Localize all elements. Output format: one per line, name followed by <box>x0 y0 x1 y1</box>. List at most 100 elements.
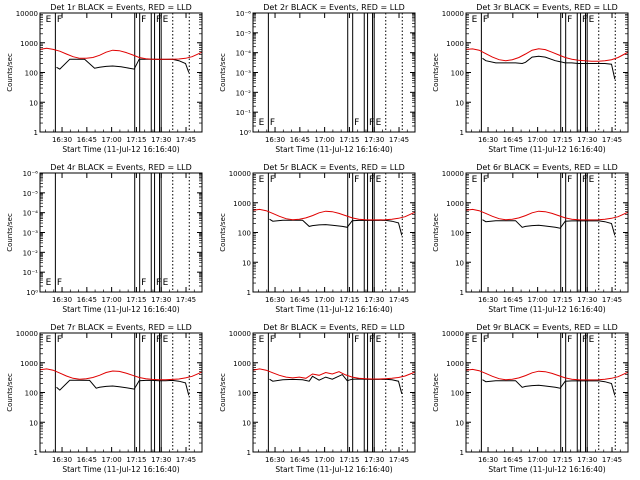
marker-label-f: F <box>270 175 275 185</box>
x-tick-label: 16:45 <box>77 296 97 304</box>
x-tick-label: 17:00 <box>102 296 122 304</box>
series-lld-line <box>465 208 629 221</box>
y-tick-label: 1 <box>247 449 251 457</box>
y-tick-label: 1 <box>460 449 464 457</box>
plot-frame <box>39 332 203 453</box>
series-lld-line <box>465 48 629 62</box>
detector-panel-2: Det 2r BLACK = Events, RED = LLD 10⁻⁶ 10⁻⁵… <box>219 3 416 154</box>
y-tick-label: 10000 <box>442 10 464 18</box>
x-tick-label: 17:30 <box>577 296 597 304</box>
y-tick-label: 10⁻⁴ <box>23 210 39 218</box>
marker-label-e: E <box>46 278 52 288</box>
x-tick-label: 17:45 <box>602 296 622 304</box>
x-tick-label: 17:15 <box>126 456 146 464</box>
marker-label-e: E <box>163 15 169 25</box>
marker-label-f: F <box>483 335 488 345</box>
marker-label-f: F <box>270 335 275 345</box>
marker-label-f: F <box>369 118 374 128</box>
y-tick-label: 10⁻² <box>23 249 39 257</box>
y-tick-label: 10000 <box>229 330 251 338</box>
y-tick-label: 10⁻⁶ <box>236 10 252 18</box>
x-tick-label: 16:30 <box>52 136 72 144</box>
marker-label-f: F <box>57 15 62 25</box>
marker-label-f: F <box>57 335 62 345</box>
series-lld-line <box>465 368 629 381</box>
x-tick-label: 17:30 <box>577 136 597 144</box>
panel-title: Det 7r BLACK = Events, RED = LLD <box>50 323 192 332</box>
x-tick-label: 17:45 <box>389 456 409 464</box>
marker-label-f: F <box>354 175 359 185</box>
detector-panel-4: Det 4r BLACK = Events, RED = LLD 10⁻⁶ 10⁻⁵… <box>6 163 203 314</box>
marker-label-f: F <box>270 118 275 128</box>
marker-label-f: F <box>57 278 62 288</box>
x-tick-label: 16:45 <box>503 296 523 304</box>
panel-title: Det 2r BLACK = Events, RED = LLD <box>263 3 405 12</box>
y-tick-label: 100 <box>25 390 38 398</box>
x-axis-label: Start Time (11-Jul-12 16:16:40) <box>62 145 179 154</box>
y-tick-label: 10 <box>29 99 38 107</box>
y-tick-label: 100 <box>451 230 464 238</box>
series-events-line <box>482 55 616 80</box>
x-axis-label: Start Time (11-Jul-12 16:16:40) <box>275 145 392 154</box>
marker-label-e: E <box>259 175 265 185</box>
y-tick-label: 10⁻² <box>236 89 252 97</box>
series-lld-line <box>252 208 416 221</box>
y-axis-label: Counts/sec <box>219 373 227 412</box>
x-tick-label: 16:30 <box>478 296 498 304</box>
y-tick-label: 100 <box>451 390 464 398</box>
y-tick-label: 10⁻¹ <box>236 109 252 117</box>
x-tick-label: 16:45 <box>77 136 97 144</box>
y-tick-label: 1000 <box>20 40 38 48</box>
marker-label-e: E <box>472 335 478 345</box>
y-tick-label: 10 <box>29 419 38 427</box>
x-tick-label: 16:30 <box>478 136 498 144</box>
marker-label-f: F <box>567 335 572 345</box>
marker-label-e: E <box>46 335 52 345</box>
y-axis-label: Counts/sec <box>6 373 14 412</box>
y-axis-label: Counts/sec <box>432 53 440 92</box>
marker-label-f: F <box>582 15 587 25</box>
y-tick-label: 1000 <box>446 200 464 208</box>
plot-frame <box>252 332 416 453</box>
detector-panel-8: Det 8r BLACK = Events, RED = LLD 10000 100… <box>219 323 416 474</box>
marker-label-f: F <box>156 15 161 25</box>
marker-label-e: E <box>376 335 382 345</box>
marker-label-e: E <box>589 175 595 185</box>
y-tick-label: 10 <box>242 419 251 427</box>
marker-label-f: F <box>369 335 374 345</box>
series-lld-line <box>252 368 416 380</box>
x-tick-label: 16:30 <box>265 296 285 304</box>
detector-panel-6: Det 6r BLACK = Events, RED = LLD 10000 100… <box>432 163 629 314</box>
y-tick-label: 100 <box>238 230 251 238</box>
x-tick-label: 17:45 <box>176 136 196 144</box>
x-axis-label: Start Time (11-Jul-12 16:16:40) <box>62 465 179 474</box>
marker-label-e: E <box>376 175 382 185</box>
marker-label-f: F <box>567 15 572 25</box>
y-tick-label: 1000 <box>446 40 464 48</box>
y-tick-label: 1 <box>460 289 464 297</box>
y-tick-label: 10000 <box>16 10 38 18</box>
x-tick-label: 16:45 <box>503 456 523 464</box>
panel-title: Det 5r BLACK = Events, RED = LLD <box>263 163 405 172</box>
x-tick-label: 17:15 <box>339 136 359 144</box>
marker-label-e: E <box>163 335 169 345</box>
y-tick-label: 10⁻³ <box>236 70 252 78</box>
marker-label-e: E <box>259 335 265 345</box>
panel-title: Det 6r BLACK = Events, RED = LLD <box>476 163 618 172</box>
y-tick-label: 10⁻⁵ <box>236 30 252 38</box>
x-tick-label: 17:30 <box>364 456 384 464</box>
panel-title: Det 8r BLACK = Events, RED = LLD <box>263 323 405 332</box>
x-tick-label: 17:00 <box>528 136 548 144</box>
y-tick-label: 10 <box>455 419 464 427</box>
y-axis-label: Counts/sec <box>219 53 227 92</box>
x-tick-label: 17:00 <box>315 296 335 304</box>
marker-label-f: F <box>156 278 161 288</box>
x-tick-label: 17:00 <box>528 456 548 464</box>
panel-title: Det 1r BLACK = Events, RED = LLD <box>50 3 192 12</box>
x-tick-label: 17:45 <box>602 456 622 464</box>
x-tick-label: 16:45 <box>290 296 310 304</box>
x-tick-label: 17:15 <box>552 456 572 464</box>
plot-frame <box>465 332 629 453</box>
y-axis-label: Counts/sec <box>6 213 14 252</box>
marker-label-e: E <box>472 175 478 185</box>
